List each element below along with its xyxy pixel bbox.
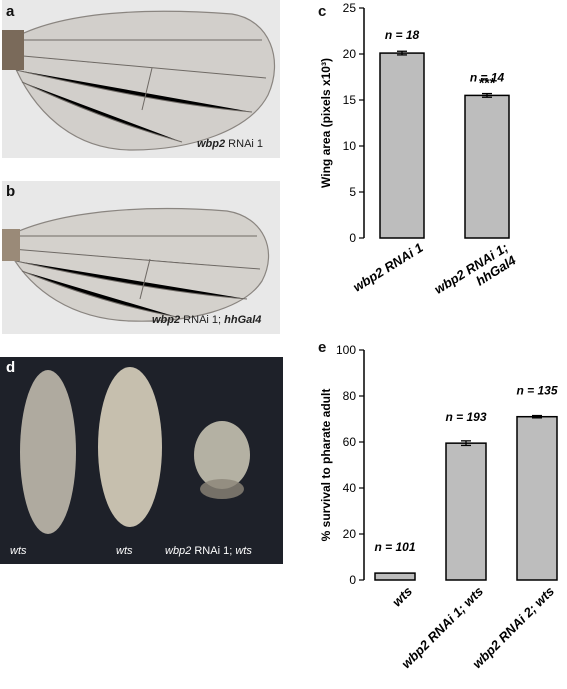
y-tick-label: 0 [349, 231, 356, 245]
y-tick-label: 20 [343, 47, 357, 61]
panel-letter-a: a [6, 3, 15, 20]
n-label-2: n = 193 [445, 410, 486, 424]
bar-1 [374, 572, 416, 581]
pupa-label-2: wts [116, 545, 133, 557]
wing-illustration-b [2, 207, 270, 322]
category-label-2: wbp2 RNAi 1;hhGal4 [432, 240, 520, 297]
caption-a: wbp2 RNAi 1 [197, 138, 263, 150]
panel-letter-c: c [318, 3, 327, 20]
pupa-label-3-italic: wbp2 [165, 545, 192, 557]
wing-image-b [2, 181, 280, 334]
panel-letter-d: d [6, 359, 16, 376]
y-tick-label: 15 [343, 93, 357, 107]
caption-b-mid: RNAi 1; [180, 314, 225, 326]
pupa-label-3-mid: RNAi 1; [191, 545, 236, 557]
n-label-1: n = 101 [374, 540, 415, 554]
y-tick-label: 5 [349, 185, 356, 199]
caption-b: wbp2 RNAi 1; hhGal4 [152, 314, 261, 326]
y-axis-label: Wing area (pixels x10³) [319, 58, 333, 188]
pupa-label-3: wbp2 RNAi 1; wts [165, 545, 252, 557]
y-tick-label: 25 [343, 1, 357, 15]
y-tick-label: 40 [343, 481, 357, 495]
caption-a-rest: RNAi 1 [225, 138, 264, 150]
caption-b-italic: wbp2 [152, 314, 181, 326]
survival-chart: 0 20 40 60 80 100 % survival to pharate adult n… [319, 343, 558, 671]
wing-area-chart: 0 5 10 15 20 25 Wing area (pixels x10³) n = 18 w… [319, 1, 520, 297]
n-label-2: n = 14 [470, 70, 505, 84]
category-label-1: wbp2 RNAi 1 [350, 240, 425, 295]
bar-3 [516, 415, 558, 581]
y-tick-label: 10 [343, 139, 357, 153]
y-tick-label: 100 [336, 343, 356, 357]
caption-a-italic: wbp2 [197, 138, 226, 150]
panel-letter-e: e [318, 339, 327, 356]
bar-1 [379, 52, 425, 239]
significance-label-2: *** [479, 74, 496, 90]
y-tick-label: 20 [343, 527, 357, 541]
category-label-1: wts [389, 584, 415, 610]
y-tick-label: 0 [349, 573, 356, 587]
y-tick-label: 80 [343, 389, 357, 403]
category-label-line: wts [389, 584, 415, 610]
y-tick-label: 60 [343, 435, 357, 449]
y-axis-label: % survival to pharate adult [319, 389, 333, 542]
wing-image-a [2, 0, 280, 158]
n-label-1: n = 18 [385, 28, 420, 42]
category-label-line: wbp2 RNAi 1 [350, 240, 425, 295]
n-label-3: n = 135 [516, 384, 557, 398]
pupae-illustration-d [20, 367, 250, 534]
wing-illustration-a [2, 10, 276, 151]
bar-2 [464, 94, 510, 239]
panel-letter-b: b [6, 183, 16, 200]
bar-2 [445, 442, 487, 581]
pupa-label-3-italic2: wts [235, 545, 252, 557]
pupae-image-d [0, 357, 283, 564]
caption-b-italic2: hhGal4 [224, 314, 262, 326]
pupa-label-1: wts [10, 545, 27, 557]
